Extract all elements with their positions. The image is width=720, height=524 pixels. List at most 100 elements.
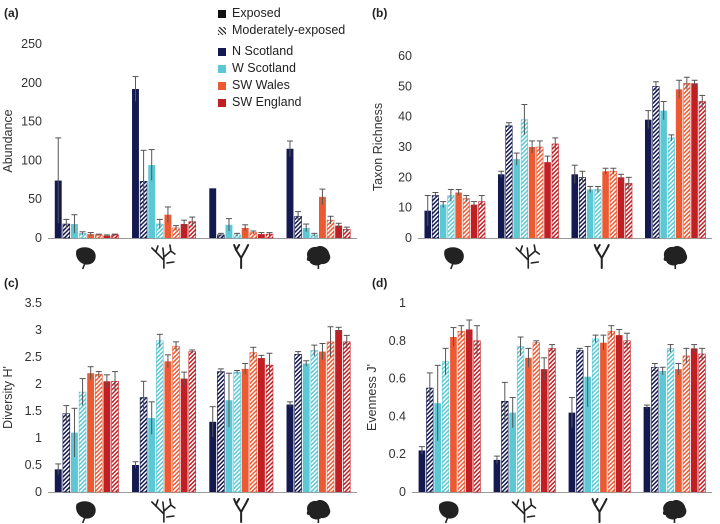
bar	[659, 371, 667, 492]
y-tick-label: 60	[398, 49, 412, 63]
kelp-blade-icon	[444, 247, 464, 270]
bar	[465, 329, 473, 492]
bushy-alga-icon	[662, 499, 687, 523]
bar	[660, 110, 667, 238]
bar	[623, 340, 631, 493]
y-tick-label: 2	[35, 377, 42, 391]
icon-shape	[151, 244, 176, 269]
y-tick-label: 1	[399, 296, 406, 310]
icon-shape	[438, 501, 459, 519]
y-tick-label: 3	[35, 323, 42, 337]
legend-regions: N Scotland W Scotland SW Wales SW Englan…	[218, 43, 301, 111]
bar	[95, 373, 103, 493]
icon-stipe	[81, 263, 86, 270]
bar	[310, 350, 319, 493]
icon-stipe	[81, 517, 86, 524]
bar	[520, 119, 528, 239]
bar	[568, 412, 576, 492]
bar	[54, 469, 62, 492]
icon-shape	[593, 244, 610, 269]
bar	[286, 404, 294, 492]
bar	[233, 371, 241, 493]
icon-shape	[233, 244, 250, 269]
icon-shape	[306, 245, 331, 266]
y-tick-label: 1.5	[25, 404, 42, 418]
legend-item-n-scotland: N Scotland	[218, 43, 301, 60]
forked-alga-icon	[593, 244, 610, 269]
bar	[62, 413, 71, 493]
legend-item-sw-wales: SW Wales	[218, 77, 301, 94]
y-tick-label: 0	[405, 231, 412, 245]
y-tick-label: 0.4	[389, 409, 406, 423]
bar	[302, 227, 310, 238]
y-tick-label: 30	[398, 140, 412, 154]
chart-panel-a: 0 50 100 150 200 250 Abundance	[1, 37, 357, 270]
bar	[675, 89, 683, 238]
bar	[132, 89, 139, 239]
bar	[691, 83, 698, 238]
bar	[225, 224, 233, 238]
legend-label-exposed: Exposed	[232, 6, 281, 20]
legend-label-moderately-exposed: Moderately-exposed	[232, 23, 346, 37]
swatch-w-scotland-icon	[218, 64, 226, 73]
bar	[87, 373, 95, 492]
panel-label-a: (a)	[4, 6, 19, 20]
bar	[217, 371, 225, 493]
bar	[318, 351, 326, 492]
y-axis-label: Taxon Richness	[371, 103, 385, 191]
branched-alga-icon	[511, 498, 537, 523]
bar	[188, 351, 197, 493]
hatched-swatch-icon	[218, 26, 226, 35]
bar	[441, 361, 450, 493]
icon-shape	[233, 498, 250, 523]
legend-label-sw-england: SW England	[232, 95, 302, 109]
bar	[683, 83, 691, 239]
bar	[457, 331, 465, 493]
branched-alga-icon	[151, 498, 176, 523]
bar	[302, 363, 310, 492]
bar	[505, 125, 513, 239]
bar	[78, 391, 87, 493]
bar	[257, 234, 265, 238]
bar	[540, 369, 548, 492]
y-axis-label: Abundance	[1, 109, 15, 172]
bar	[584, 376, 592, 492]
bar	[426, 387, 434, 493]
branched-alga-icon	[515, 244, 541, 269]
kelp-blade-icon	[76, 247, 96, 270]
bar	[544, 162, 551, 238]
bar	[513, 159, 520, 238]
bar	[103, 381, 111, 492]
bar	[335, 225, 343, 238]
bar	[509, 412, 517, 492]
bar	[602, 171, 609, 238]
legend-item-sw-england: SW England	[218, 94, 301, 111]
bar	[609, 170, 617, 239]
bar	[241, 227, 249, 238]
y-tick-label: 0	[35, 485, 42, 499]
bar	[698, 101, 706, 239]
y-tick-label: 3.5	[25, 296, 42, 310]
legend-label-w-scotland: W Scotland	[232, 61, 296, 75]
bar	[682, 355, 690, 493]
bar	[447, 195, 455, 239]
bar	[615, 335, 623, 492]
legend-label-sw-wales: SW Wales	[232, 78, 290, 92]
bar	[576, 349, 584, 493]
bar	[326, 341, 335, 493]
bar	[87, 234, 95, 238]
legend-label-n-scotland: N Scotland	[232, 44, 294, 58]
y-tick-label: 1	[35, 431, 42, 445]
bar	[156, 340, 164, 493]
bar	[172, 345, 180, 493]
y-axis-label: Diversity H'	[1, 366, 15, 429]
bar	[528, 147, 536, 238]
bar	[473, 340, 481, 493]
bar	[600, 342, 607, 492]
y-tick-label: 0	[399, 485, 406, 499]
legend-item-w-scotland: W Scotland	[218, 60, 301, 77]
bar	[249, 352, 258, 493]
bar	[667, 137, 675, 239]
icon-shape	[444, 247, 464, 265]
